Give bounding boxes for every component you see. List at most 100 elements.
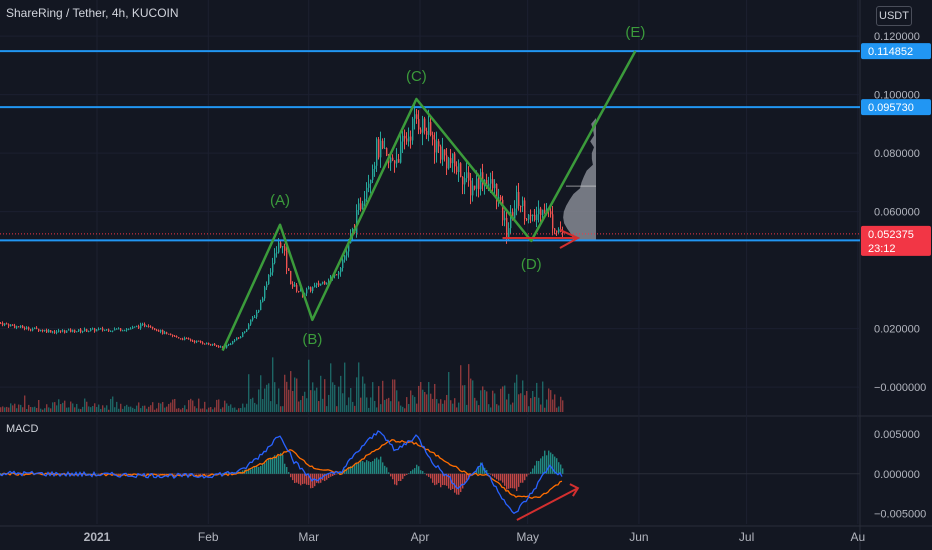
macd-histogram-bar [0, 473, 2, 474]
symbol-title[interactable]: ShareRing / Tether, 4h, KUCOIN [6, 6, 179, 20]
volume-bar [72, 403, 74, 412]
volume-bar [546, 399, 548, 412]
macd-histogram-bar [440, 473, 442, 488]
volume-bar [46, 404, 48, 412]
volume-bar [538, 397, 540, 412]
elliott-wave[interactable] [221, 50, 637, 352]
price-tick-label: 0.100000 [874, 90, 920, 102]
divergence-arrow-head [569, 483, 580, 497]
volume-bar [216, 399, 218, 412]
candle-body [242, 332, 244, 337]
candle-body [270, 272, 272, 275]
candle-body [422, 118, 424, 133]
volume-bar [238, 408, 240, 412]
macd-histogram-bar [442, 473, 444, 486]
volume-bar [488, 404, 490, 412]
candle-body [52, 331, 54, 333]
candle-body [536, 214, 538, 221]
volume-bar [558, 406, 560, 412]
candle-body [540, 208, 542, 216]
macd-histogram-bar [222, 473, 224, 474]
candle-body [420, 129, 422, 133]
macd-histogram-bar [290, 473, 292, 478]
volume-bar [28, 404, 30, 412]
candle-body [170, 333, 172, 335]
red-arrows[interactable] [502, 229, 581, 521]
candle-body [538, 208, 540, 215]
candle-body [184, 338, 186, 340]
volume-bar [322, 398, 324, 412]
candle-body [160, 330, 162, 332]
candle-body [50, 330, 52, 333]
candle-body [94, 328, 96, 332]
volume-bar [386, 398, 388, 412]
volume-bar [406, 397, 408, 412]
macd-histogram-bar [456, 473, 458, 495]
volume-bar [338, 386, 340, 412]
volume-bar [58, 399, 60, 412]
volume-bar [208, 407, 210, 412]
macd-histogram-bar [24, 473, 26, 474]
volume-bar [164, 407, 166, 412]
volume-bar [440, 399, 442, 412]
macd-histogram-bar [262, 463, 264, 474]
volume-bar [334, 384, 336, 412]
volume-bar [522, 380, 524, 412]
wave-labels: (A) (B) (C) (D) (E) [270, 24, 645, 348]
macd-histogram-bar [286, 467, 288, 474]
time-tick-label: Mar [298, 530, 319, 544]
macd-histogram-bar [304, 473, 306, 484]
volume-bar [410, 390, 412, 412]
candle-body [148, 326, 150, 328]
candle-body [212, 343, 214, 345]
candle-body [544, 209, 546, 212]
volume-bar [532, 391, 534, 412]
volume-bars [0, 357, 564, 412]
candle-body [362, 203, 364, 210]
currency-button[interactable]: USDT [876, 6, 912, 26]
volume-bar [234, 407, 236, 412]
volume-bar [60, 404, 62, 412]
candle-body [336, 274, 338, 276]
macd-histogram-bar [182, 473, 184, 475]
candle-body [450, 158, 452, 164]
candle-body [96, 329, 98, 332]
volume-bar [218, 399, 220, 412]
volume-bar [196, 408, 198, 412]
candle-body [206, 342, 208, 345]
macd-histogram-bar [356, 462, 358, 474]
candle-body [60, 330, 62, 332]
volume-bar [50, 408, 52, 412]
candle-body [180, 338, 182, 340]
volume-bar [342, 393, 344, 412]
macd-histogram-bar [386, 467, 388, 474]
candle-body [294, 284, 296, 287]
candle-body [154, 328, 156, 330]
volume-bar [174, 398, 176, 412]
candle-body [410, 136, 412, 141]
volume-bar [376, 407, 378, 412]
volume-bar [370, 397, 372, 412]
candle-body [84, 329, 86, 332]
macd-label[interactable]: MACD [6, 423, 39, 435]
candle-body [458, 163, 460, 173]
time-tick-label: Feb [198, 530, 219, 544]
macd-histogram-bar [436, 473, 438, 485]
macd-histogram-bar [526, 473, 528, 477]
volume-bar [436, 399, 438, 412]
macd-histogram-bar [118, 473, 120, 475]
macd-tick-label: 0.005000 [874, 429, 920, 441]
macd-histogram-bar [164, 473, 166, 475]
volume-bar [182, 407, 184, 412]
macd-histogram-bar [158, 473, 160, 475]
candle-body [244, 331, 246, 333]
candle-body [500, 197, 502, 200]
volume-bar [340, 375, 342, 412]
macd-histogram-bar [246, 469, 248, 474]
macd-histogram-bar [420, 470, 422, 474]
macd-histogram-bar [226, 472, 228, 474]
macd-histogram-bar [430, 473, 432, 479]
volume-bar [52, 402, 54, 412]
